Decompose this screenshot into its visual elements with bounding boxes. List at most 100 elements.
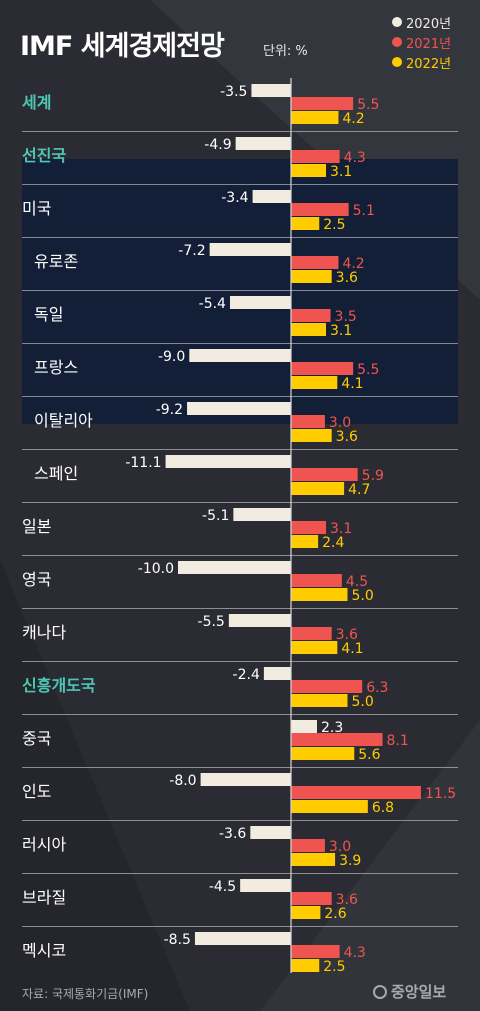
data-label-2021년: 4.5 <box>346 574 368 590</box>
bar-2021년 <box>291 362 354 375</box>
legend-item-2021: 2021년 <box>392 32 451 52</box>
bar-2020년 <box>240 879 291 892</box>
bar-2020년 <box>252 190 291 203</box>
data-label-2021년: 3.0 <box>329 415 351 431</box>
bar-2021년 <box>291 256 339 269</box>
data-label-2022년: 2.6 <box>324 906 346 922</box>
chart-row: 중국 2.3 8.1 5.6 <box>22 720 458 768</box>
bar-2021년 <box>291 97 354 110</box>
data-label-2020년: -8.5 <box>164 932 191 948</box>
bar-2022년 <box>291 906 321 919</box>
category-label: 인도 <box>22 782 51 801</box>
data-label-2020년: -7.2 <box>178 243 205 259</box>
bar-2021년 <box>291 786 421 799</box>
category-label: 영국 <box>22 570 51 589</box>
bar-2022년 <box>291 270 332 283</box>
data-label-2022년: 5.0 <box>352 694 374 710</box>
category-label: 러시아 <box>22 835 66 854</box>
category-label: 브라질 <box>22 888 66 907</box>
chart-row: 독일 -5.4 3.53.1 <box>22 296 458 344</box>
bar-2020년 <box>263 667 291 680</box>
bar-2022년 <box>291 641 338 654</box>
legend-item-2020: 2020년 <box>392 12 451 32</box>
bar-2022년 <box>291 535 319 548</box>
bar-2022년 <box>291 959 320 972</box>
bar-2020년 <box>228 614 291 627</box>
data-label-2022년: 4.1 <box>341 641 363 657</box>
bar-2022년 <box>291 376 338 389</box>
category-label: 이탈리아 <box>34 411 93 430</box>
legend-item-2022: 2022년 <box>392 52 451 72</box>
category-label: 미국 <box>22 199 51 218</box>
chart-row: 미국 -3.4 5.1 2.5 <box>22 190 458 238</box>
bar-2020년 <box>233 508 291 521</box>
bar-2021년 <box>291 309 331 322</box>
legend: 2020년 2021년 2022년 <box>392 12 451 72</box>
data-label-2020년: -3.5 <box>220 84 247 100</box>
data-label-2020년: -3.4 <box>221 190 248 206</box>
bar-2021년 <box>291 574 342 587</box>
bar-2020년 <box>187 402 291 415</box>
publisher-logo: 중앙일보 <box>373 981 446 1002</box>
chart-row: 유로존 -7.2 4.23.6 <box>22 243 458 291</box>
data-label-2020년: -8.0 <box>169 773 196 789</box>
legend-swatch-2022 <box>392 57 402 67</box>
category-label: 멕시코 <box>22 941 66 960</box>
bar-2020년 <box>200 773 291 786</box>
bar-2022년 <box>291 694 348 707</box>
chart-row: 인도 -8.0 11.5 6.8 <box>22 773 458 821</box>
data-label-2022년: 5.6 <box>358 747 380 763</box>
bar-2021년 <box>291 521 327 534</box>
chart-row: 프랑스 -9.0 5.54.1 <box>22 349 458 397</box>
bar-2022년 <box>291 164 327 177</box>
bar-2022년 <box>291 323 327 336</box>
page-title: IMF 세계경제전망 <box>20 31 225 62</box>
category-label: 프랑스 <box>34 358 78 377</box>
category-label: 선진국 <box>22 146 66 165</box>
bar-2021년 <box>291 150 340 163</box>
category-label: 유로존 <box>34 252 78 271</box>
chart-row: 스페인 -11.1 5.94.7 <box>22 455 458 503</box>
legend-swatch-2020 <box>392 17 402 27</box>
chart-row: 캐나다 -5.5 3.64.1 <box>22 614 458 662</box>
bar-2022년 <box>291 111 339 124</box>
data-label-2020년: -9.2 <box>156 402 183 418</box>
bar-2022년 <box>291 482 345 495</box>
data-label-2020년: -3.6 <box>219 826 246 842</box>
data-label-2021년: 3.0 <box>329 839 351 855</box>
data-label-2020년: -2.4 <box>233 667 260 683</box>
data-label-2021년: 5.5 <box>357 97 379 113</box>
bar-2020년 <box>229 296 291 309</box>
data-label-2021년: 8.1 <box>387 733 409 749</box>
bar-2022년 <box>291 747 355 760</box>
unit-label: 단위: % <box>263 44 308 59</box>
data-label-2022년: 4.7 <box>348 482 370 498</box>
category-label: 일본 <box>22 517 51 536</box>
highlight-band <box>22 159 458 424</box>
bar-2022년 <box>291 800 368 813</box>
bar-2022년 <box>291 429 332 442</box>
background-diagonal-dark <box>0 560 190 1011</box>
data-label-2020년: -9.0 <box>158 349 185 365</box>
data-label-2020년: -5.5 <box>198 614 225 630</box>
category-label: 신흥개도국 <box>22 676 96 695</box>
data-label-2022년: 2.4 <box>322 535 344 551</box>
legend-swatch-2021 <box>392 37 402 47</box>
data-label-2022년: 3.6 <box>336 429 358 445</box>
chart-row: 러시아 -3.6 3.03.9 <box>22 826 458 874</box>
data-label-2020년: -4.9 <box>204 137 231 153</box>
bar-2020년 <box>291 720 317 733</box>
data-label-2022년: 2.5 <box>323 959 345 975</box>
bar-2021년 <box>291 839 325 852</box>
background-diagonal-light-bottom <box>260 720 480 1011</box>
data-label-2020년: -5.1 <box>202 508 229 524</box>
data-label-2022년: 4.1 <box>341 376 363 392</box>
chart-row: 브라질 -4.5 3.62.6 <box>22 879 458 927</box>
bar-2021년 <box>291 733 383 746</box>
category-label: 캐나다 <box>22 623 66 642</box>
data-label-2021년: 3.1 <box>330 521 352 537</box>
data-label-2021년: 3.5 <box>335 309 357 325</box>
bar-2021년 <box>291 203 349 216</box>
bar-2021년 <box>291 892 332 905</box>
